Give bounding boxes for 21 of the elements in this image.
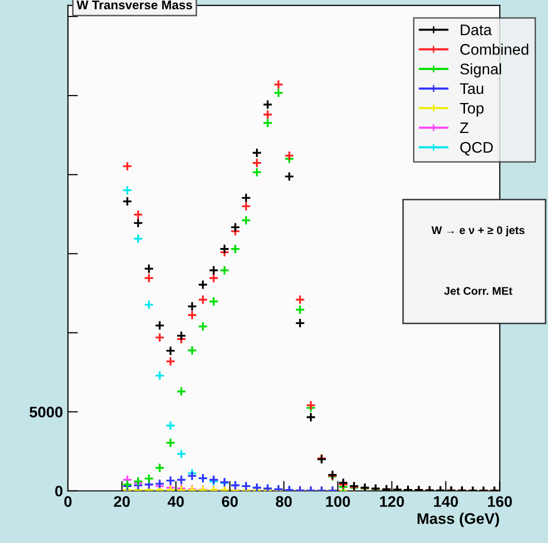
legend-label: Top	[460, 102, 484, 117]
y-tick-label: 5000	[30, 406, 62, 418]
annotation: W → e ν + ≥ 0 jets	[431, 226, 524, 236]
annotation: Jet Corr. MEt	[444, 286, 512, 295]
x-tick-label: 40	[168, 496, 184, 507]
x-tick-label: 20	[114, 496, 130, 507]
legend-label: QCD	[460, 142, 493, 156]
x-tick-label: 160	[488, 496, 512, 507]
legend-label: Data	[460, 24, 492, 36]
legend-label: Tau	[460, 83, 484, 94]
x-axis-title: Mass (GeV)	[418, 512, 500, 527]
chart-title: W Transverse Mass	[76, 0, 192, 10]
x-tick-label: 120	[380, 496, 404, 507]
legend-label: Z	[460, 122, 468, 134]
x-tick-label: 60	[222, 496, 238, 507]
x-tick-label: 100	[326, 496, 350, 507]
legend-label: Signal	[460, 63, 502, 78]
x-tick-label: 140	[434, 496, 458, 507]
x-tick-label: 0	[64, 496, 72, 507]
legend-label: Combined	[460, 44, 528, 55]
x-tick-label: 80	[276, 496, 292, 507]
